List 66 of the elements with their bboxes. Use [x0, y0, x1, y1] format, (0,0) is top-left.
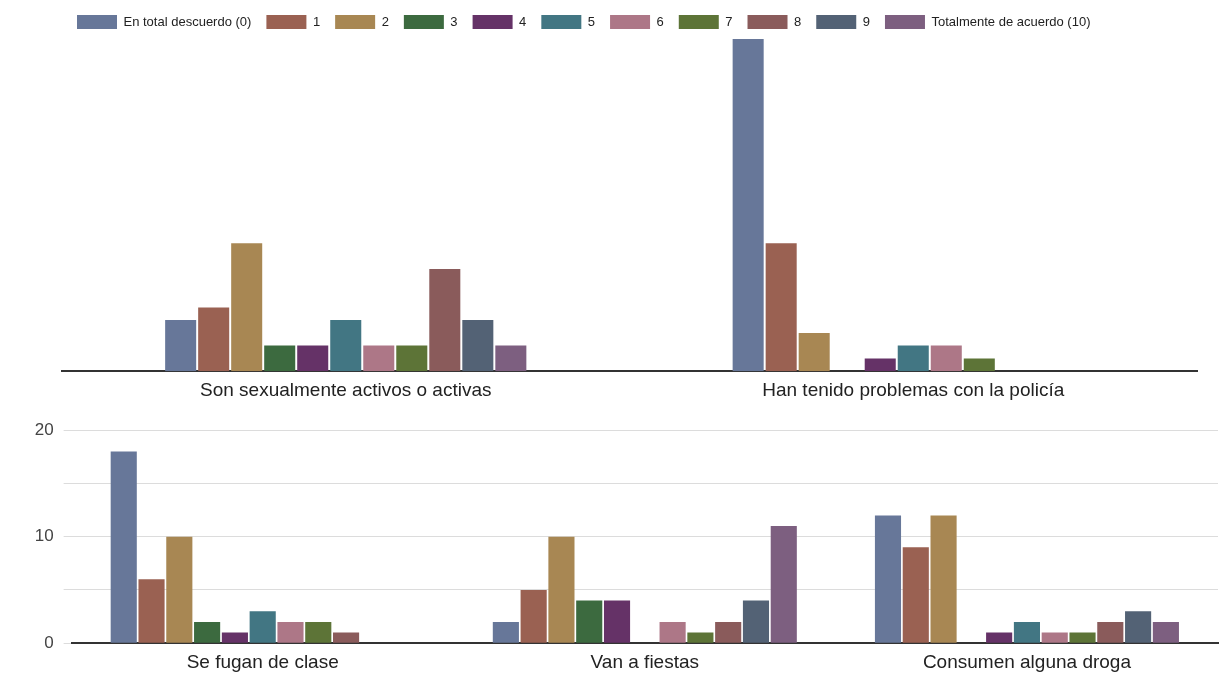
legend-label: 7: [725, 13, 733, 29]
legend-label: En total descuerdo (0): [123, 13, 252, 29]
bar: [902, 547, 929, 643]
bar: [363, 345, 395, 372]
bar: [874, 515, 902, 643]
bar: [986, 632, 1013, 643]
bar: [1013, 621, 1040, 643]
bar: [333, 632, 360, 643]
bar: [1152, 621, 1179, 643]
bar: [429, 268, 461, 372]
bar: [462, 320, 494, 372]
bar: [576, 600, 603, 643]
bar: [659, 621, 686, 643]
legend-label: 8: [794, 13, 802, 29]
bar: [166, 536, 193, 643]
bar: [798, 333, 830, 372]
bar: [495, 345, 527, 372]
y-tick-label: 10: [29, 526, 54, 546]
y-tick-label: 0: [39, 632, 54, 652]
bar: [548, 536, 575, 643]
bar: [897, 345, 929, 372]
bar: [770, 526, 797, 643]
bar: [765, 243, 797, 372]
legend-label: 6: [656, 13, 664, 29]
bar: [1041, 632, 1068, 643]
legend-label: 2: [381, 13, 389, 29]
bar: [194, 621, 221, 643]
legend-label: 3: [450, 13, 458, 29]
bar: [963, 358, 995, 372]
x-tick-label: Son sexualmente activos o activas: [200, 378, 492, 400]
legend-label: 1: [312, 13, 321, 29]
bar: [165, 320, 197, 372]
bar: [732, 39, 764, 372]
bar: [231, 243, 263, 372]
bar: [330, 320, 362, 372]
bar: [277, 621, 304, 643]
x-tick-label: Se fugan de clase: [186, 650, 339, 672]
bar: [742, 600, 770, 643]
bar: [864, 358, 896, 372]
x-tick-label: Consumen alguna droga: [922, 650, 1132, 672]
bar: [221, 632, 248, 643]
bar: [264, 345, 296, 372]
bar: [110, 451, 137, 643]
legend-label: 4: [519, 13, 527, 29]
bar: [520, 589, 547, 643]
bar: [715, 621, 742, 643]
legend-label: Totalmente de acuerdo (10): [931, 13, 1091, 29]
bar: [198, 307, 230, 372]
x-tick-label: Van a fiestas: [590, 650, 700, 672]
bar: [138, 579, 165, 643]
bar: [1097, 621, 1124, 643]
bar: [930, 345, 962, 372]
legend-label: 9: [862, 13, 870, 29]
bar: [249, 611, 276, 643]
bar: [603, 600, 631, 643]
y-tick-label: 20: [29, 419, 54, 439]
legend-label: 5: [587, 13, 596, 29]
bar: [1069, 632, 1096, 643]
bar: [305, 621, 332, 643]
bar: [930, 515, 957, 643]
bar: [687, 632, 714, 643]
bar: [492, 621, 519, 643]
bar: [1125, 611, 1152, 643]
x-tick-label: Han tenido problemas con la policía: [762, 378, 1065, 400]
bar: [396, 345, 428, 372]
bar: [297, 345, 329, 372]
